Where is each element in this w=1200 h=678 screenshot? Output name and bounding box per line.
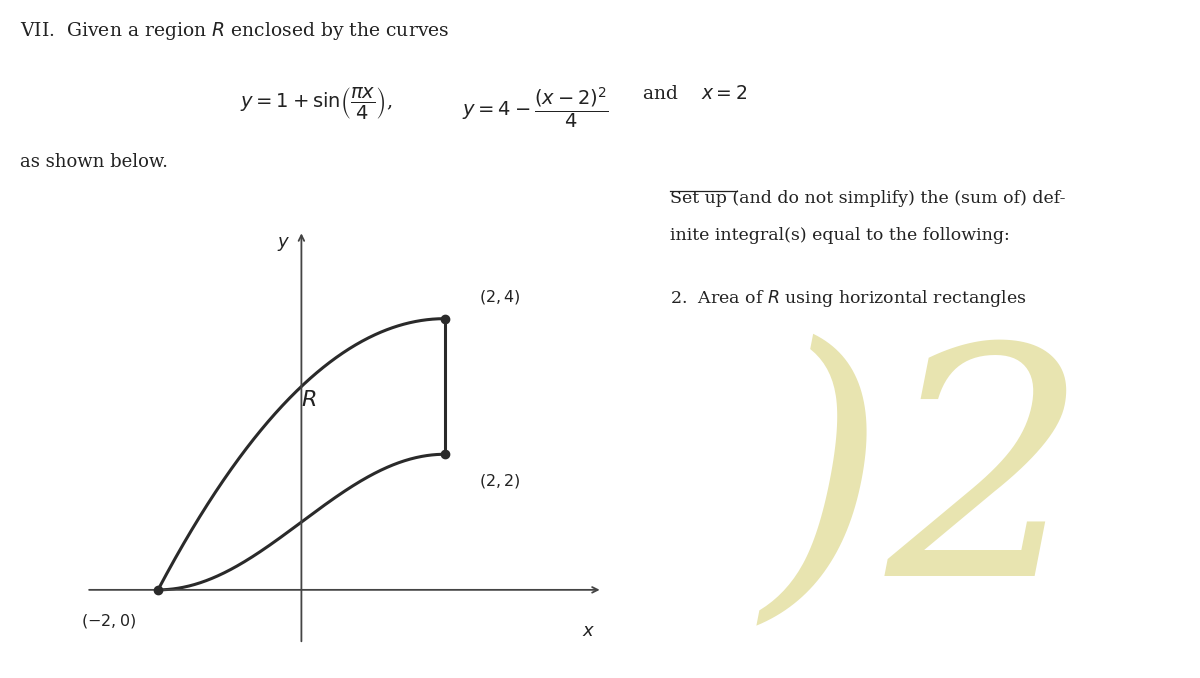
Text: as shown below.: as shown below. bbox=[20, 153, 168, 171]
Text: $y$: $y$ bbox=[277, 235, 290, 253]
Text: Set up (and do not simplify) the (sum of) def-: Set up (and do not simplify) the (sum of… bbox=[670, 190, 1066, 207]
Text: $(-2,0)$: $(-2,0)$ bbox=[80, 612, 136, 630]
Text: )2: )2 bbox=[761, 334, 1090, 643]
Text: VII.  Given a region $R$ enclosed by the curves: VII. Given a region $R$ enclosed by the … bbox=[20, 20, 450, 42]
Text: inite integral(s) equal to the following:: inite integral(s) equal to the following… bbox=[670, 227, 1009, 244]
Text: $(2,2)$: $(2,2)$ bbox=[479, 472, 521, 490]
Text: $x$: $x$ bbox=[582, 622, 595, 639]
Text: and    $x = 2$: and $x = 2$ bbox=[642, 85, 748, 103]
Text: $(2,4)$: $(2,4)$ bbox=[479, 287, 521, 306]
Text: $R$: $R$ bbox=[301, 389, 317, 411]
Text: 2.  Area of $R$ using horizontal rectangles: 2. Area of $R$ using horizontal rectangl… bbox=[670, 288, 1026, 309]
Text: $y = 1 + \sin\!\left(\dfrac{\pi x}{4}\right)$,: $y = 1 + \sin\!\left(\dfrac{\pi x}{4}\ri… bbox=[240, 85, 392, 121]
Text: $y = 4 - \dfrac{(x-2)^2}{4}$: $y = 4 - \dfrac{(x-2)^2}{4}$ bbox=[462, 85, 608, 129]
